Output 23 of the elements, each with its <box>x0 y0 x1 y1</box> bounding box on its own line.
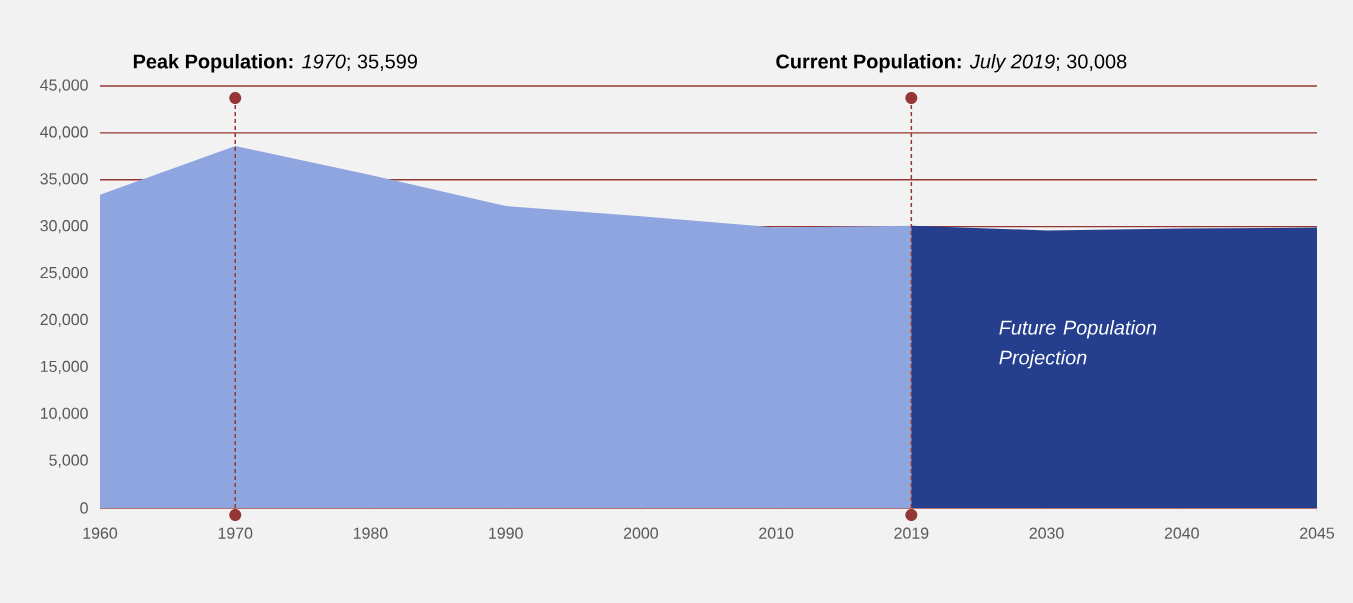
y-tick-label: 25,000 <box>40 266 88 281</box>
y-tick-label: 5,000 <box>49 454 88 468</box>
x-tick-label: 2030 <box>1029 527 1064 539</box>
y-tick-label: 45,000 <box>40 79 88 93</box>
x-tick-label: 2019 <box>894 527 929 539</box>
series-label: Future Population Projection <box>999 320 1157 369</box>
y-tick-label: 0 <box>80 502 88 514</box>
x-tick-label: 2045 <box>1300 527 1335 539</box>
x-tick-label: 2010 <box>759 527 794 539</box>
y-tick-label: 20,000 <box>40 313 88 328</box>
y-tick-label: 30,000 <box>40 220 88 234</box>
x-tick-label: 1980 <box>353 527 388 539</box>
x-tick-label: 1970 <box>218 527 253 539</box>
x-tick-label: 1960 <box>83 527 118 539</box>
y-tick-label: 10,000 <box>40 407 88 421</box>
y-tick-label: 40,000 <box>40 126 88 140</box>
y-tick-label: 35,000 <box>40 173 88 187</box>
y-tick-label: 15,000 <box>40 360 88 374</box>
ref-line-label: Peak Population: 1970; 35,599 <box>133 53 417 73</box>
x-tick-label: 2040 <box>1164 527 1199 539</box>
x-tick-label: 2000 <box>623 527 658 539</box>
ref-line-label: Current Population: July 2019; 30,008 <box>776 53 1127 73</box>
x-tick-label: 1990 <box>489 527 523 539</box>
